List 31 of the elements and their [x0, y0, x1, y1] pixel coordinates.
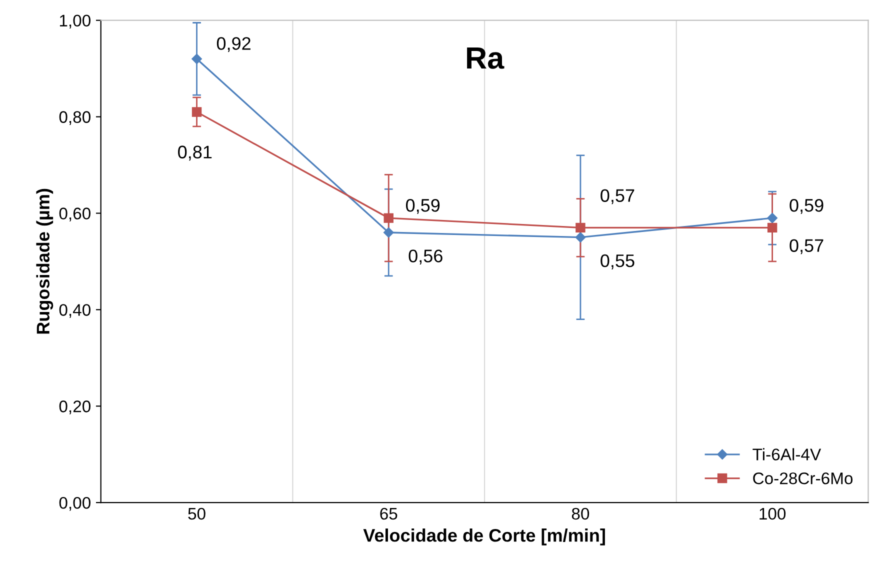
data-label: 0,57: [790, 239, 824, 254]
legend-label: Co-28Cr-6Mo: [753, 472, 853, 484]
data-label: 0,57: [600, 189, 634, 204]
x-tick-label: 100: [760, 508, 786, 520]
point: [576, 222, 586, 233]
y-tick-label: 1,00: [60, 14, 90, 29]
x-tick-label: 80: [572, 508, 590, 520]
y-tick-label: 0,40: [59, 304, 90, 318]
data-label: 0,55: [600, 254, 634, 270]
data-label: 0,59: [406, 199, 440, 214]
point: [575, 232, 586, 242]
legend-label: Ti-6Al-4V: [752, 448, 822, 460]
point: [384, 213, 394, 223]
point: [767, 222, 778, 233]
y-tick-label: 0,00: [59, 496, 90, 511]
data-label: 0,56: [408, 250, 442, 264]
y-axis-title: Rugosidade (µm): [36, 188, 54, 334]
y-tick-label: 0,60: [59, 208, 90, 222]
point: [384, 227, 394, 238]
x-axis-title: Velocidade de Corte [m/min]: [363, 528, 605, 546]
data-label: 0,92: [216, 37, 250, 52]
point: [192, 107, 202, 117]
text: Ra: [467, 48, 504, 69]
point: [192, 54, 202, 64]
data-label: 0,81: [178, 146, 212, 161]
data-label: 0,59: [790, 199, 824, 214]
y-tick-label: 0,20: [59, 400, 90, 414]
x-tick-label: 50: [188, 508, 206, 520]
x-tick-label: 65: [380, 508, 398, 520]
y-tick-label: 0,80: [59, 111, 90, 125]
point: [767, 212, 778, 224]
